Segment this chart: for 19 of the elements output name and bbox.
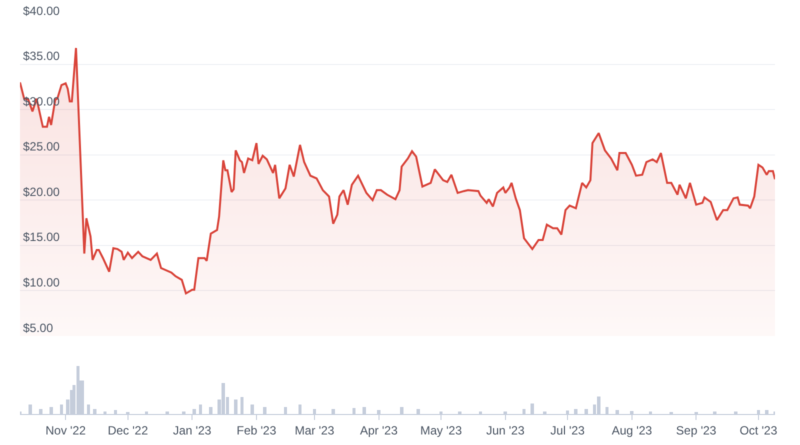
x-tick-label: Sep '23 bbox=[676, 423, 717, 438]
x-tick-label: Apr '23 bbox=[360, 423, 398, 438]
x-tick-label: Jul '23 bbox=[550, 423, 586, 438]
x-tick-label: Jun '23 bbox=[486, 423, 525, 438]
x-tick-label: Dec '22 bbox=[108, 423, 148, 438]
x-tick-label: Mar '23 bbox=[294, 423, 335, 438]
y-tick-label: $10.00 bbox=[23, 276, 60, 290]
x-tick-label: May '23 bbox=[420, 423, 462, 438]
y-tick-label: $15.00 bbox=[23, 230, 60, 244]
x-tick-label: Nov '22 bbox=[45, 423, 86, 438]
x-tick-label: Feb '23 bbox=[236, 423, 277, 438]
x-tick-label: Aug '23 bbox=[612, 423, 652, 438]
y-tick-label: $5.00 bbox=[23, 320, 54, 335]
y-tick-label: $20.00 bbox=[23, 184, 60, 199]
x-tick-label: Oct '23 bbox=[740, 423, 778, 438]
y-tick-label: $35.00 bbox=[23, 49, 60, 64]
x-tick-label: Jan '23 bbox=[172, 423, 212, 438]
y-tick-label: $40.00 bbox=[23, 4, 60, 18]
y-tick-label: $25.00 bbox=[23, 140, 60, 154]
